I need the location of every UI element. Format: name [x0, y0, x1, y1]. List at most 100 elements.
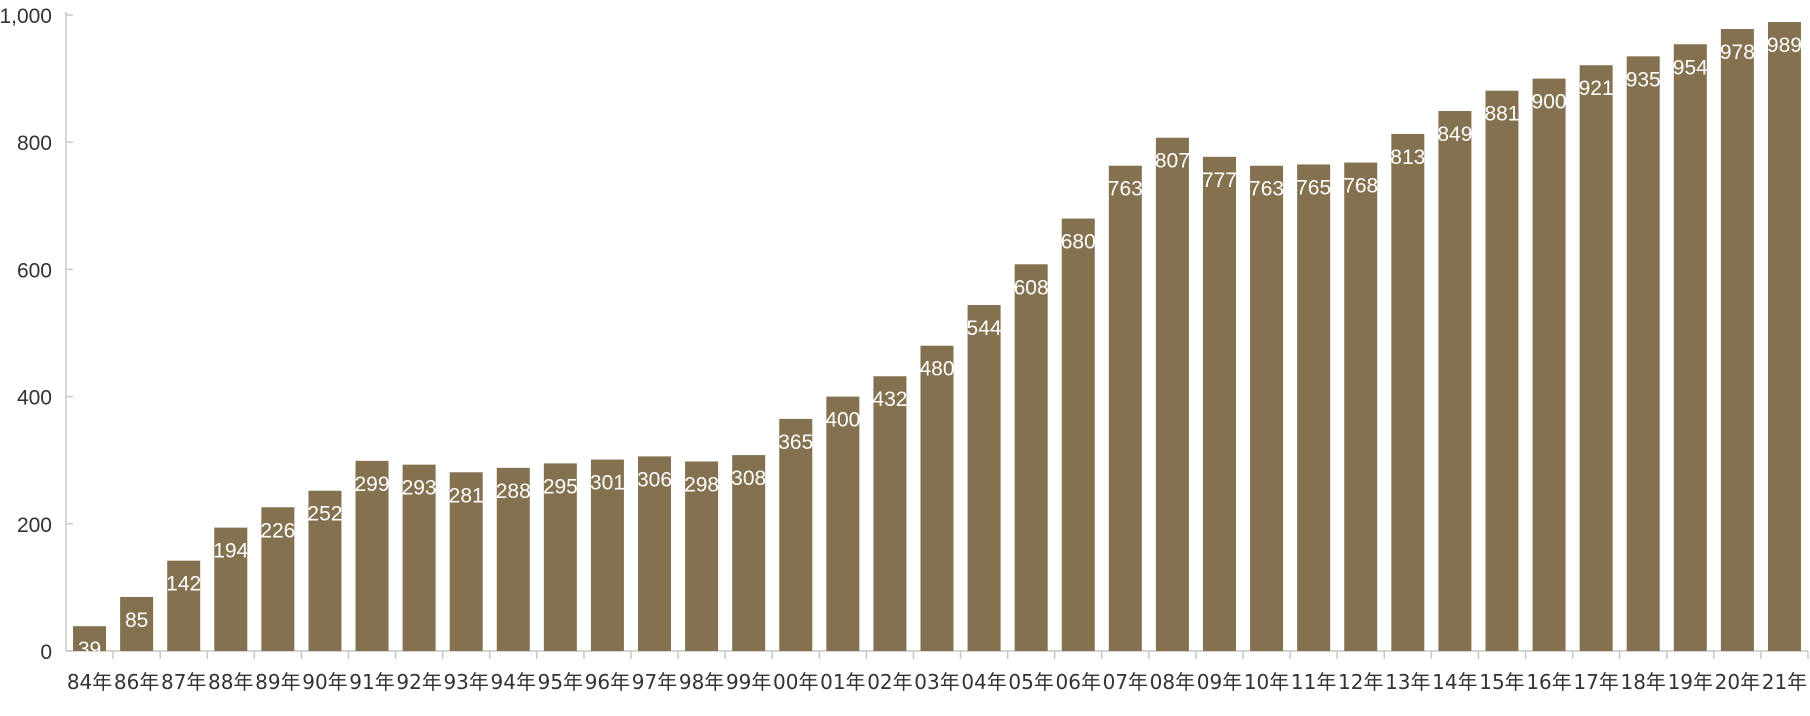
bar-value-label: 765 — [1296, 176, 1331, 199]
x-tick-label: 03年 — [914, 670, 959, 694]
x-tick-label: 05年 — [1008, 670, 1053, 694]
x-tick-label: 89年 — [255, 670, 300, 694]
bar-value-label: 807 — [1155, 150, 1190, 173]
bar — [355, 460, 389, 651]
bar — [1202, 156, 1236, 651]
x-tick-label: 84年 — [67, 670, 112, 694]
bar-value-label: 432 — [872, 388, 907, 411]
bar — [120, 596, 154, 651]
bar-value-label: 777 — [1202, 169, 1237, 192]
x-tick-label: 21年 — [1762, 670, 1807, 694]
y-tick-label: 600 — [17, 259, 52, 282]
bar — [73, 626, 107, 651]
bar — [920, 345, 954, 651]
bar-value-label: 978 — [1720, 41, 1755, 64]
bar — [1014, 264, 1048, 651]
x-tick-label: 12年 — [1338, 670, 1383, 694]
y-tick-label: 0 — [40, 641, 52, 664]
y-tick-label: 1,000 — [0, 5, 52, 28]
bar — [1767, 21, 1801, 652]
bar-value-label: 763 — [1108, 178, 1143, 201]
y-tick-label: 400 — [17, 387, 52, 410]
x-tick-label: 20年 — [1715, 670, 1760, 694]
bar-value-label: 365 — [778, 431, 813, 454]
bar-value-label: 921 — [1579, 77, 1614, 100]
x-tick-label: 90年 — [302, 670, 347, 694]
bar — [1438, 111, 1472, 651]
x-tick-label: 04年 — [961, 670, 1006, 694]
bar-value-label: 900 — [1532, 91, 1567, 114]
bar — [543, 463, 577, 651]
bar-value-label: 935 — [1626, 68, 1661, 91]
bar — [1485, 90, 1519, 651]
bar — [732, 455, 766, 651]
x-tick-label: 93年 — [443, 670, 488, 694]
x-tick-label: 08年 — [1150, 670, 1195, 694]
bar — [308, 490, 342, 651]
x-tick-label: 88年 — [208, 670, 253, 694]
bar-value-label: 39 — [78, 638, 101, 661]
bar-value-label: 295 — [543, 475, 578, 498]
bar-value-label: 849 — [1437, 123, 1472, 146]
bar-value-label: 194 — [213, 540, 248, 563]
bar-value-label: 226 — [260, 519, 295, 542]
bar — [261, 507, 295, 651]
y-tick-label: 200 — [17, 514, 52, 537]
bar — [1108, 165, 1142, 651]
bar — [214, 527, 248, 651]
bars — [73, 21, 1801, 652]
x-tick-label: 87年 — [161, 670, 206, 694]
bar-value-label: 288 — [496, 480, 531, 503]
x-tick-label: 91年 — [349, 670, 394, 694]
x-tick-label: 00年 — [773, 670, 818, 694]
bar-value-label: 480 — [919, 358, 954, 381]
y-tick-label: 800 — [17, 132, 52, 155]
x-tick-label: 15年 — [1479, 670, 1524, 694]
bar-value-label: 763 — [1249, 178, 1284, 201]
x-tick-label: 86年 — [114, 670, 159, 694]
bar — [590, 459, 624, 651]
bar-value-label: 281 — [449, 484, 484, 507]
x-tick-label: 09年 — [1197, 670, 1242, 694]
bar — [1532, 78, 1566, 652]
y-axis: 0 200 400 600 800 1,000 — [0, 5, 73, 664]
bar-value-label: 813 — [1390, 146, 1425, 169]
x-tick-label: 11年 — [1291, 670, 1336, 694]
bar-value-label: 608 — [1014, 276, 1049, 299]
bar — [1297, 164, 1331, 651]
bar — [1391, 133, 1425, 651]
bar-value-label: 544 — [967, 317, 1002, 340]
bar-value-label: 989 — [1767, 34, 1802, 57]
x-tick-label: 13年 — [1385, 670, 1430, 694]
bar — [496, 467, 530, 651]
x-tick-label: 19年 — [1668, 670, 1713, 694]
x-tick-label: 97年 — [632, 670, 677, 694]
bar — [1673, 44, 1707, 652]
bar — [402, 464, 436, 651]
bar — [685, 461, 719, 651]
bar-value-label: 308 — [731, 467, 766, 490]
bar — [826, 396, 860, 651]
bar-value-label: 301 — [590, 472, 625, 495]
bar — [779, 418, 813, 651]
bar — [449, 472, 483, 651]
bar — [1344, 162, 1378, 651]
bar-value-label: 299 — [355, 473, 390, 496]
bar — [873, 376, 907, 651]
x-tick-label: 07年 — [1103, 670, 1148, 694]
x-tick-label: 18年 — [1620, 670, 1665, 694]
x-tick-label: 14年 — [1432, 670, 1477, 694]
bar-value-label: 306 — [637, 468, 672, 491]
x-tick-label: 99年 — [726, 670, 771, 694]
bar-value-label: 954 — [1673, 56, 1708, 79]
x-tick-label: 92年 — [396, 670, 441, 694]
x-tick-label: 02年 — [867, 670, 912, 694]
bar-value-label: 298 — [684, 473, 719, 496]
bar-value-label: 768 — [1343, 175, 1378, 198]
bar — [1250, 165, 1284, 651]
bar — [167, 560, 201, 651]
x-tick-label: 16年 — [1526, 670, 1571, 694]
x-tick-label: 95年 — [538, 670, 583, 694]
x-tick-label: 01年 — [820, 670, 865, 694]
bar — [1579, 65, 1613, 651]
